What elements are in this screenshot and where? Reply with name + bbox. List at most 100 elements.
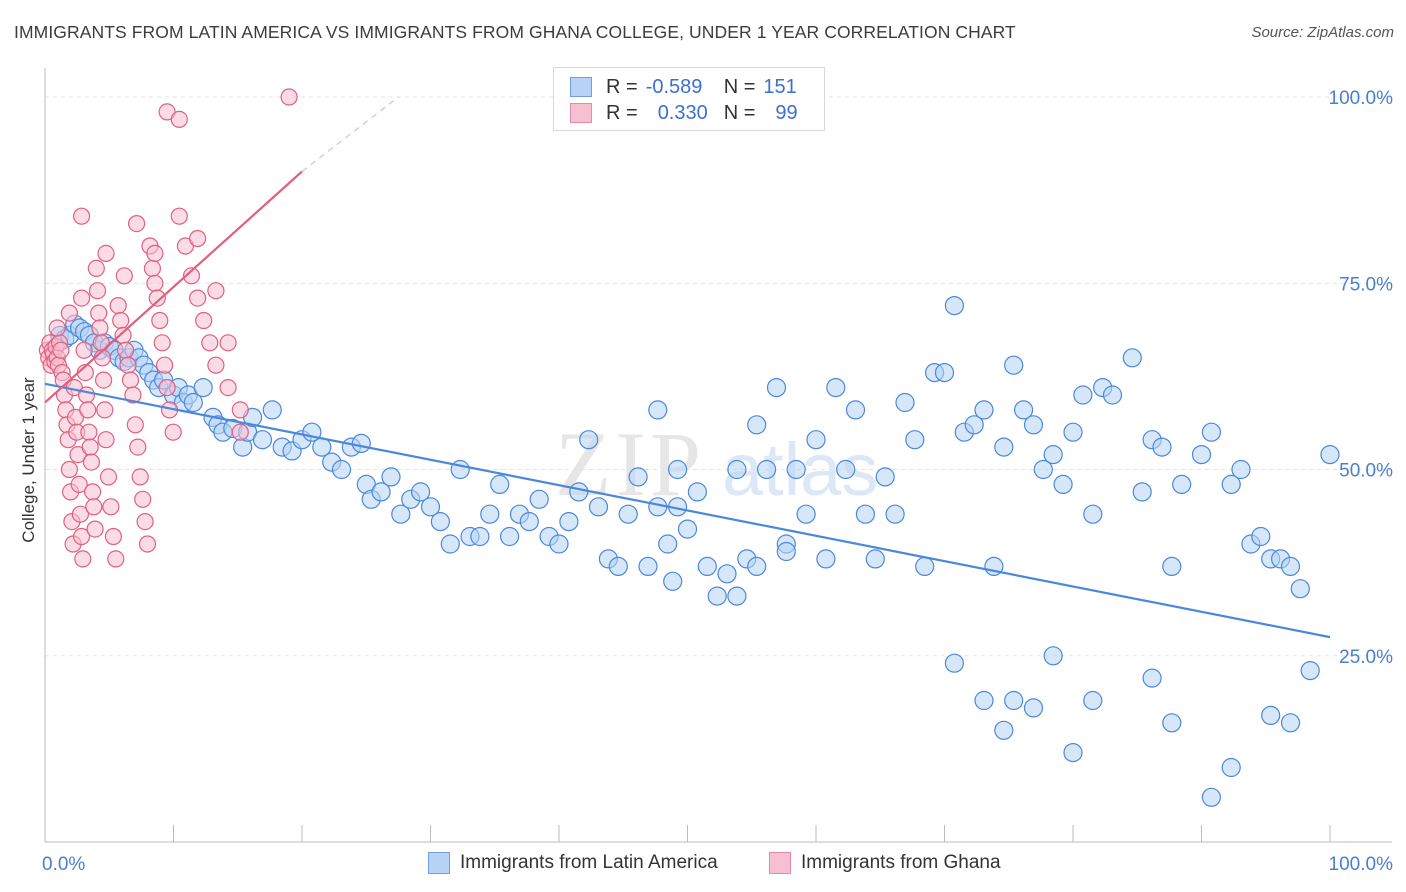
data-point	[231, 401, 249, 419]
data-point	[134, 490, 152, 508]
data-point	[549, 534, 569, 554]
data-point	[677, 519, 698, 539]
data-point	[92, 334, 110, 352]
data-point	[183, 392, 203, 413]
y-tick-label: 25.0%	[1339, 647, 1393, 668]
y-tick-label: 100.0%	[1329, 88, 1394, 109]
data-point	[519, 511, 539, 532]
data-point	[628, 467, 648, 487]
data-point	[1221, 474, 1241, 494]
data-point	[569, 482, 589, 502]
data-point	[1300, 660, 1320, 681]
data-point	[109, 297, 127, 315]
data-point	[865, 549, 885, 569]
data-point	[1063, 422, 1083, 442]
data-point	[138, 535, 157, 553]
data-point	[193, 378, 213, 398]
y-tick-label: 75.0%	[1339, 274, 1393, 295]
legend-row-latin-america: R = -0.589 N = 151	[570, 74, 797, 100]
data-point	[994, 720, 1014, 740]
legend-item-ghana[interactable]: Immigrants from Ghana	[769, 852, 1001, 874]
data-point	[231, 423, 249, 441]
legend-r-value: 0.330	[657, 101, 708, 124]
data-point	[826, 378, 846, 398]
data-point	[391, 504, 411, 524]
data-point	[944, 653, 965, 673]
data-point	[663, 571, 683, 591]
data-point	[480, 504, 500, 524]
data-point	[143, 259, 161, 277]
data-point	[1063, 742, 1083, 763]
data-point	[128, 215, 146, 233]
data-point	[189, 289, 207, 307]
data-point	[207, 282, 225, 300]
data-point	[845, 400, 866, 420]
data-point	[170, 207, 188, 225]
data-point	[189, 229, 207, 248]
data-point	[588, 497, 609, 517]
data-point	[1280, 556, 1301, 577]
data-point	[974, 690, 994, 711]
data-point	[1013, 400, 1034, 420]
legend-r-value: -0.589	[645, 75, 703, 98]
data-point	[1023, 415, 1044, 435]
data-point	[351, 433, 371, 453]
trend-line	[44, 382, 1331, 639]
data-point	[77, 386, 96, 404]
data-point	[697, 556, 717, 577]
data-point	[371, 482, 391, 502]
data-point	[964, 415, 984, 435]
data-point	[1053, 474, 1073, 494]
legend-r-label: R =	[606, 101, 638, 124]
data-point	[806, 430, 826, 450]
data-point	[1290, 579, 1310, 599]
data-point	[1162, 713, 1182, 733]
data-point	[70, 475, 88, 493]
data-point	[280, 88, 298, 106]
data-point	[786, 459, 806, 480]
data-point	[124, 386, 142, 404]
series-ghana-points	[38, 88, 298, 568]
data-point	[648, 400, 668, 420]
data-point	[875, 467, 895, 487]
legend-swatch-latin-america	[570, 77, 592, 97]
data-point	[164, 423, 182, 441]
data-point	[82, 453, 101, 471]
data-point	[411, 482, 431, 502]
data-point	[707, 586, 727, 606]
data-point	[934, 363, 955, 383]
data-point	[490, 474, 510, 494]
data-point	[1142, 668, 1162, 688]
data-point	[107, 550, 125, 568]
legend-n-value: 99	[775, 101, 798, 124]
data-point	[112, 311, 130, 330]
data-point	[94, 371, 113, 389]
data-point	[87, 259, 105, 277]
data-point	[129, 438, 147, 456]
data-point	[83, 483, 102, 501]
data-point	[905, 430, 925, 450]
data-point	[1102, 385, 1123, 405]
legend-swatch-ghana	[769, 852, 791, 874]
legend-item-latin-america[interactable]: Immigrants from Latin America	[428, 852, 718, 874]
data-point	[119, 356, 137, 374]
chart-title: IMMIGRANTS FROM LATIN AMERICA VS IMMIGRA…	[14, 22, 1016, 42]
data-point	[219, 334, 237, 352]
data-point	[88, 282, 107, 300]
data-point	[440, 534, 460, 554]
data-point	[219, 379, 237, 397]
y-tick-label: 50.0%	[1339, 461, 1393, 482]
data-point	[1221, 757, 1241, 778]
data-point	[836, 459, 856, 480]
data-point	[146, 244, 164, 262]
data-point	[131, 468, 149, 486]
data-point	[158, 379, 176, 397]
data-point	[75, 341, 93, 359]
data-point	[1251, 526, 1271, 547]
data-point	[252, 430, 273, 450]
data-point	[1231, 459, 1251, 480]
data-point	[895, 392, 915, 413]
legend-row-ghana: R = 0.330 N = 99	[570, 100, 798, 126]
data-point	[915, 556, 935, 577]
data-point	[97, 244, 115, 262]
